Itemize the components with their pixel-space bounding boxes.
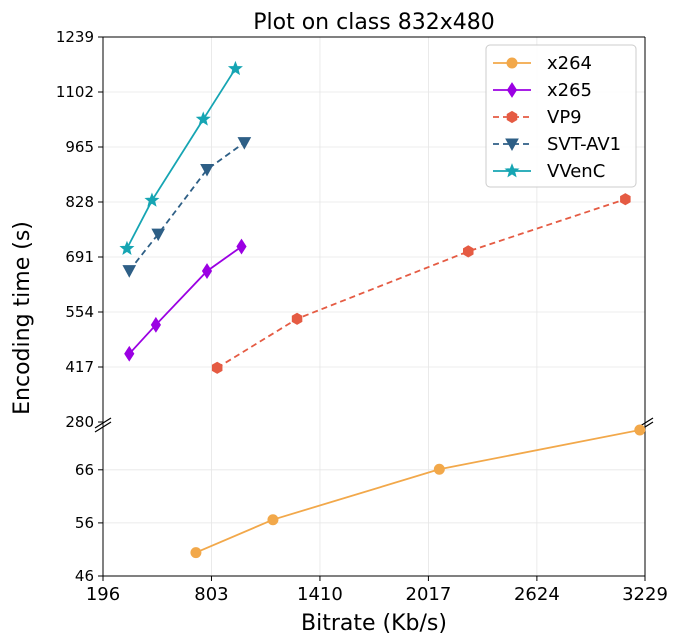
x-tick-label: 3229 <box>622 584 668 605</box>
legend: x264 x265 VP9 SVT-AV1 VVenC <box>485 44 637 188</box>
series-line <box>128 141 245 272</box>
y-tick-label: 417 <box>65 358 94 376</box>
data-point <box>200 163 214 177</box>
legend-marker <box>506 82 518 98</box>
y-tick-label: 554 <box>65 303 94 321</box>
legend-entry: SVT-AV1 <box>493 134 621 155</box>
data-point <box>122 265 137 278</box>
legend-entry: x265 <box>493 80 592 101</box>
y-tick-label: 56 <box>75 514 94 532</box>
axes-frame <box>94 36 654 577</box>
series-line <box>216 198 626 369</box>
data-point <box>433 463 445 475</box>
x-axis-label: Bitrate (Kb/s) <box>301 611 447 636</box>
data-point <box>634 424 646 436</box>
legend-box <box>485 44 637 188</box>
data-point <box>211 361 223 374</box>
legend-label: VVenC <box>547 161 605 182</box>
x-tick-label: 196 <box>86 584 120 605</box>
y-tick-label: 965 <box>65 138 94 156</box>
legend-label: VP9 <box>547 107 582 128</box>
data-point <box>267 514 279 526</box>
series-line <box>128 245 243 355</box>
data-point <box>291 312 303 325</box>
y-tick-label: 828 <box>65 193 94 211</box>
y-tick-label: 280 <box>65 413 94 431</box>
y-axis-label: Encoding time (s) <box>10 221 35 415</box>
legend-entry: VVenC <box>493 161 605 182</box>
data-point <box>620 193 631 206</box>
legend-entry: x264 <box>493 53 592 74</box>
data-point <box>144 192 160 207</box>
series-svt-av1 <box>122 137 252 278</box>
y-tick-label: 1102 <box>56 83 94 101</box>
legend-marker <box>505 138 519 152</box>
data-point <box>150 316 161 333</box>
series-line <box>195 429 640 554</box>
legend-label: x265 <box>547 80 592 101</box>
legend-label: SVT-AV1 <box>547 134 621 155</box>
data-point <box>119 240 135 255</box>
legend-entry: VP9 <box>493 107 582 128</box>
legend-marker <box>504 163 520 178</box>
data-point <box>195 111 211 126</box>
data-point <box>227 60 243 76</box>
data-point <box>151 228 166 242</box>
data-point <box>201 263 213 279</box>
x-tick-label: 2624 <box>514 584 560 605</box>
chart-title: Plot on class 832x480 <box>253 10 494 35</box>
series-vp9 <box>211 193 631 374</box>
legend-marker <box>506 110 518 124</box>
series-x265 <box>124 238 247 362</box>
x-tick-label: 1410 <box>297 584 343 605</box>
series-x264 <box>190 424 646 559</box>
y-tick-label: 691 <box>65 248 94 266</box>
data-point <box>124 345 135 362</box>
y-tick-label: 66 <box>75 461 94 479</box>
x-tick-label: 803 <box>194 584 228 605</box>
legend-label: x264 <box>547 53 592 74</box>
data-point <box>463 245 474 258</box>
legend-marker <box>506 57 518 69</box>
axis-break-left <box>94 417 112 429</box>
axis-break-left-2 <box>94 421 112 433</box>
data-point <box>190 547 202 559</box>
data-point <box>236 238 247 255</box>
x-tick-label: 2017 <box>406 584 452 605</box>
series-layer <box>119 60 646 559</box>
y-tick-label: 46 <box>75 567 94 585</box>
y-tick-label: 1239 <box>56 28 94 46</box>
series-line <box>126 68 237 250</box>
ticks: 196 803 1410 2017 2624 3229 280 417 554 691 828 965… <box>56 28 668 605</box>
series-vvenc <box>119 60 243 255</box>
data-point <box>237 137 252 150</box>
